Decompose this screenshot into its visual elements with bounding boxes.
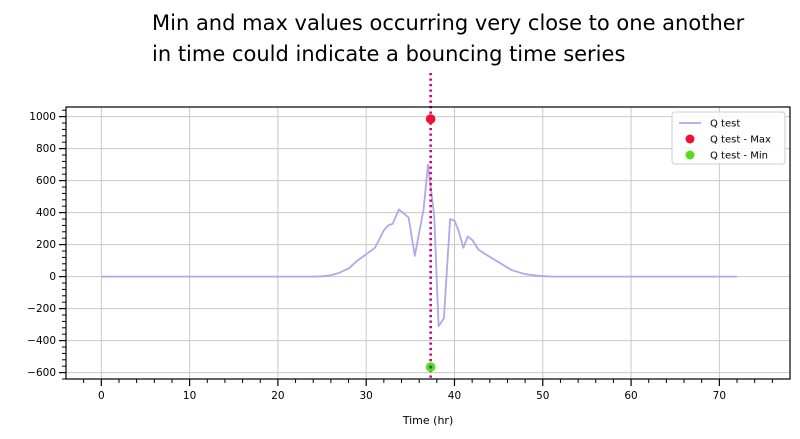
axes: 0 10 20 30 40 50 60 70 −600 −400 −200 0 200 400 600 800… — [27, 109, 773, 402]
max-point — [425, 114, 436, 124]
y-tick-label: 400 — [36, 207, 56, 219]
min-point-center — [429, 365, 433, 369]
x-tick-label: 0 — [98, 390, 105, 402]
y-tick-label: 600 — [36, 175, 56, 187]
legend-label: Q test - Max — [710, 135, 771, 146]
x-tick-label: 40 — [448, 390, 461, 402]
y-tick-label: −200 — [27, 303, 56, 315]
legend-label: Q test — [710, 119, 740, 130]
annotation-line-1: Min and max values occurring very close … — [152, 11, 745, 35]
x-tick-label: 50 — [536, 390, 549, 402]
y-tick-label: −400 — [27, 335, 56, 347]
x-tick-label: 20 — [271, 390, 284, 402]
grid — [66, 107, 790, 379]
x-tick-label: 60 — [624, 390, 637, 402]
y-tick-label: −600 — [27, 367, 56, 379]
y-tick-label: 0 — [49, 271, 56, 283]
annotation-line-2: in time could indicate a bouncing time s… — [152, 42, 626, 66]
y-tick-label: 800 — [36, 143, 56, 155]
plot-frame — [65, 106, 791, 380]
plot-area — [101, 73, 737, 379]
legend: Q test Q test - Max Q test - Min — [671, 111, 786, 165]
x-axis-label: Time (hr) — [402, 414, 454, 427]
y-tick-label: 1000 — [29, 111, 56, 123]
annotation-text: Min and max values occurring very close … — [152, 8, 792, 70]
legend-swatch-point — [685, 150, 695, 160]
x-tick-label: 70 — [713, 390, 726, 402]
legend-box — [671, 111, 786, 165]
legend-label: Q test - Min — [710, 151, 768, 162]
x-tick-label: 10 — [183, 390, 196, 402]
series-line-q-test — [101, 163, 737, 328]
legend-swatch-point — [685, 134, 695, 144]
x-tick-label: 30 — [360, 390, 373, 402]
y-tick-label: 200 — [36, 239, 56, 251]
